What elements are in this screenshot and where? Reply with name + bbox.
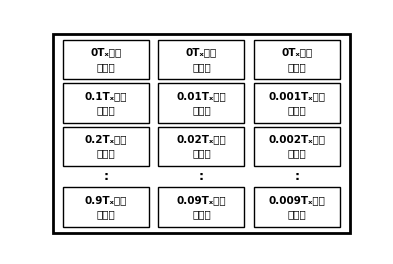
Text: 滤波器: 滤波器 <box>287 148 306 158</box>
Bar <box>158 83 244 122</box>
Text: :: : <box>294 170 299 183</box>
Bar <box>158 126 244 166</box>
Text: 滤波器: 滤波器 <box>192 105 211 115</box>
Text: 0.1Tₓ时延: 0.1Tₓ时延 <box>85 91 127 101</box>
Text: 滤波器: 滤波器 <box>97 62 116 72</box>
Bar <box>253 83 340 122</box>
Bar <box>253 40 340 79</box>
Text: 0.002Tₓ时延: 0.002Tₓ时延 <box>268 134 325 144</box>
Text: 0Tₓ时延: 0Tₓ时延 <box>281 48 312 58</box>
Bar <box>253 187 340 227</box>
Bar <box>63 187 149 227</box>
Text: 0.02Tₓ时延: 0.02Tₓ时延 <box>176 134 226 144</box>
Text: 滤波器: 滤波器 <box>97 209 116 219</box>
Text: 滤波器: 滤波器 <box>287 62 306 72</box>
Text: :: : <box>104 170 109 183</box>
Bar <box>63 40 149 79</box>
Bar <box>63 83 149 122</box>
Bar <box>158 187 244 227</box>
Bar <box>253 126 340 166</box>
Text: 0Tₓ时延: 0Tₓ时延 <box>90 48 122 58</box>
Text: 0.001Tₓ时延: 0.001Tₓ时延 <box>268 91 325 101</box>
Text: 0Tₓ时延: 0Tₓ时延 <box>186 48 217 58</box>
Text: 0.09Tₓ时延: 0.09Tₓ时延 <box>176 195 226 205</box>
Text: 0.9Tₓ时延: 0.9Tₓ时延 <box>85 195 127 205</box>
Text: 0.009Tₓ时延: 0.009Tₓ时延 <box>268 195 325 205</box>
Text: 滤波器: 滤波器 <box>192 209 211 219</box>
Text: 滤波器: 滤波器 <box>287 105 306 115</box>
Bar <box>158 40 244 79</box>
Text: 滤波器: 滤波器 <box>97 105 116 115</box>
Text: 滤波器: 滤波器 <box>97 148 116 158</box>
Text: 0.01Tₓ时延: 0.01Tₓ时延 <box>176 91 226 101</box>
Text: 滤波器: 滤波器 <box>287 209 306 219</box>
Bar <box>63 126 149 166</box>
Text: 0.2Tₓ时延: 0.2Tₓ时延 <box>85 134 127 144</box>
Text: 滤波器: 滤波器 <box>192 148 211 158</box>
Text: :: : <box>199 170 204 183</box>
Text: 滤波器: 滤波器 <box>192 62 211 72</box>
